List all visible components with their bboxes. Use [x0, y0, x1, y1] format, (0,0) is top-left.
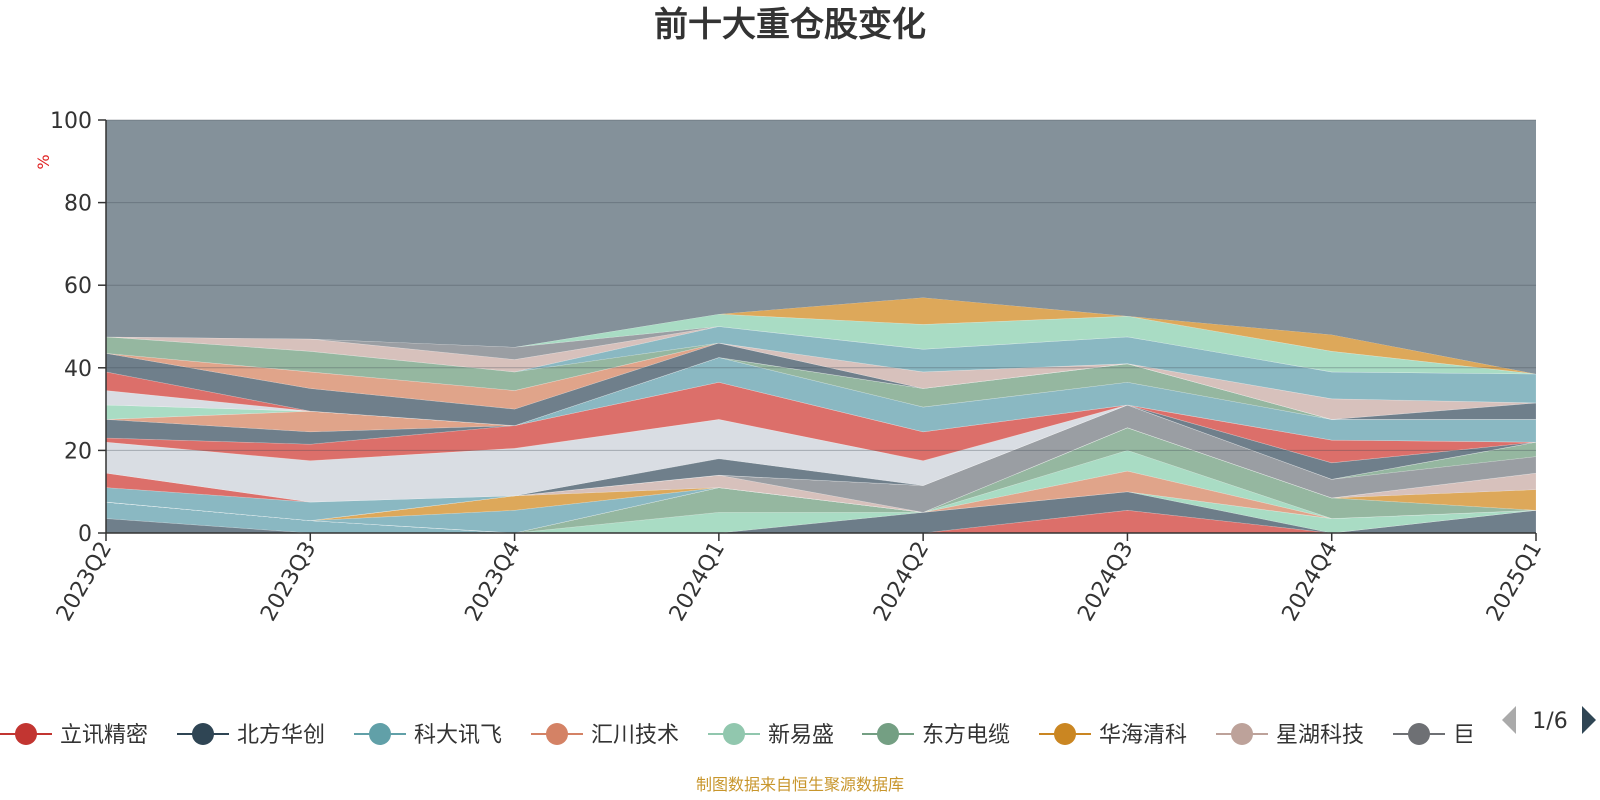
- legend-prev-icon[interactable]: [1502, 706, 1516, 734]
- x-tick-label: 2023Q4: [460, 538, 525, 626]
- legend-item[interactable]: 科大讯飞: [354, 723, 502, 748]
- legend-label: 星湖科技: [1276, 723, 1364, 748]
- legend-label: 新易盛: [768, 723, 834, 748]
- legend-item[interactable]: 新易盛: [708, 723, 834, 748]
- legend-marker-icon: [1231, 723, 1253, 745]
- legend-label: 东方电缆: [922, 723, 1010, 748]
- legend-marker-icon: [1408, 723, 1430, 745]
- x-tick-label: 2024Q1: [665, 538, 730, 626]
- legend-pager[interactable]: 1/6: [1502, 706, 1596, 734]
- legend-item[interactable]: 北方华创: [177, 723, 325, 748]
- data-source-note: 制图数据来自恒生聚源数据库: [696, 775, 904, 794]
- legend-label: 立讯精密: [60, 723, 148, 748]
- y-tick-label: 80: [64, 192, 92, 217]
- legend-label: 北方华创: [237, 723, 325, 748]
- y-tick-label: 60: [64, 274, 92, 299]
- legend-item[interactable]: 华海清科: [1039, 723, 1187, 748]
- legend-marker-icon: [546, 723, 568, 745]
- legend-items: 立讯精密 北方华创 科大讯飞 汇川技术 新易盛 东方电缆 华海清科 星湖科技 巨化: [0, 723, 1497, 748]
- legend-marker-icon: [15, 723, 37, 745]
- y-tick-label: 100: [50, 109, 92, 134]
- x-tick-label: 2024Q2: [869, 538, 934, 626]
- x-tick-label: 2024Q4: [1278, 538, 1343, 626]
- x-tick-label: 2023Q3: [256, 538, 321, 626]
- legend-marker-icon: [877, 723, 899, 745]
- legend-label: 巨化: [1453, 723, 1497, 748]
- legend-item[interactable]: 立讯精密: [0, 723, 148, 748]
- legend-marker-icon: [1054, 723, 1076, 745]
- legend-item[interactable]: 巨化: [1393, 723, 1497, 748]
- legend[interactable]: 立讯精密 北方华创 科大讯飞 汇川技术 新易盛 东方电缆 华海清科 星湖科技 巨化: [0, 723, 1497, 748]
- x-tick-label: 2024Q3: [1073, 538, 1138, 626]
- legend-item[interactable]: 东方电缆: [862, 723, 1010, 748]
- y-tick-label: 0: [78, 522, 92, 547]
- stacked-areas: [105, 120, 1537, 534]
- legend-label: 科大讯飞: [414, 723, 502, 748]
- chart-title: 前十大重仓股变化: [654, 5, 926, 45]
- legend-page-indicator: 1/6: [1532, 709, 1567, 734]
- y-tick-label: 20: [64, 439, 92, 464]
- y-axis-unit: %: [34, 154, 53, 169]
- legend-item[interactable]: 汇川技术: [531, 723, 679, 748]
- legend-label: 华海清科: [1099, 723, 1187, 748]
- x-tick-label: 2023Q2: [52, 538, 117, 626]
- series-area-remainder: [106, 120, 1536, 374]
- y-tick-label: 40: [64, 357, 92, 382]
- legend-next-icon[interactable]: [1582, 706, 1596, 734]
- grid-lines: [106, 119, 1536, 451]
- legend-marker-icon: [369, 723, 391, 745]
- legend-label: 汇川技术: [591, 723, 679, 748]
- x-tick-label: 2025Q1: [1482, 538, 1547, 626]
- legend-marker-icon: [723, 723, 745, 745]
- legend-item[interactable]: 星湖科技: [1216, 723, 1364, 748]
- legend-marker-icon: [192, 723, 214, 745]
